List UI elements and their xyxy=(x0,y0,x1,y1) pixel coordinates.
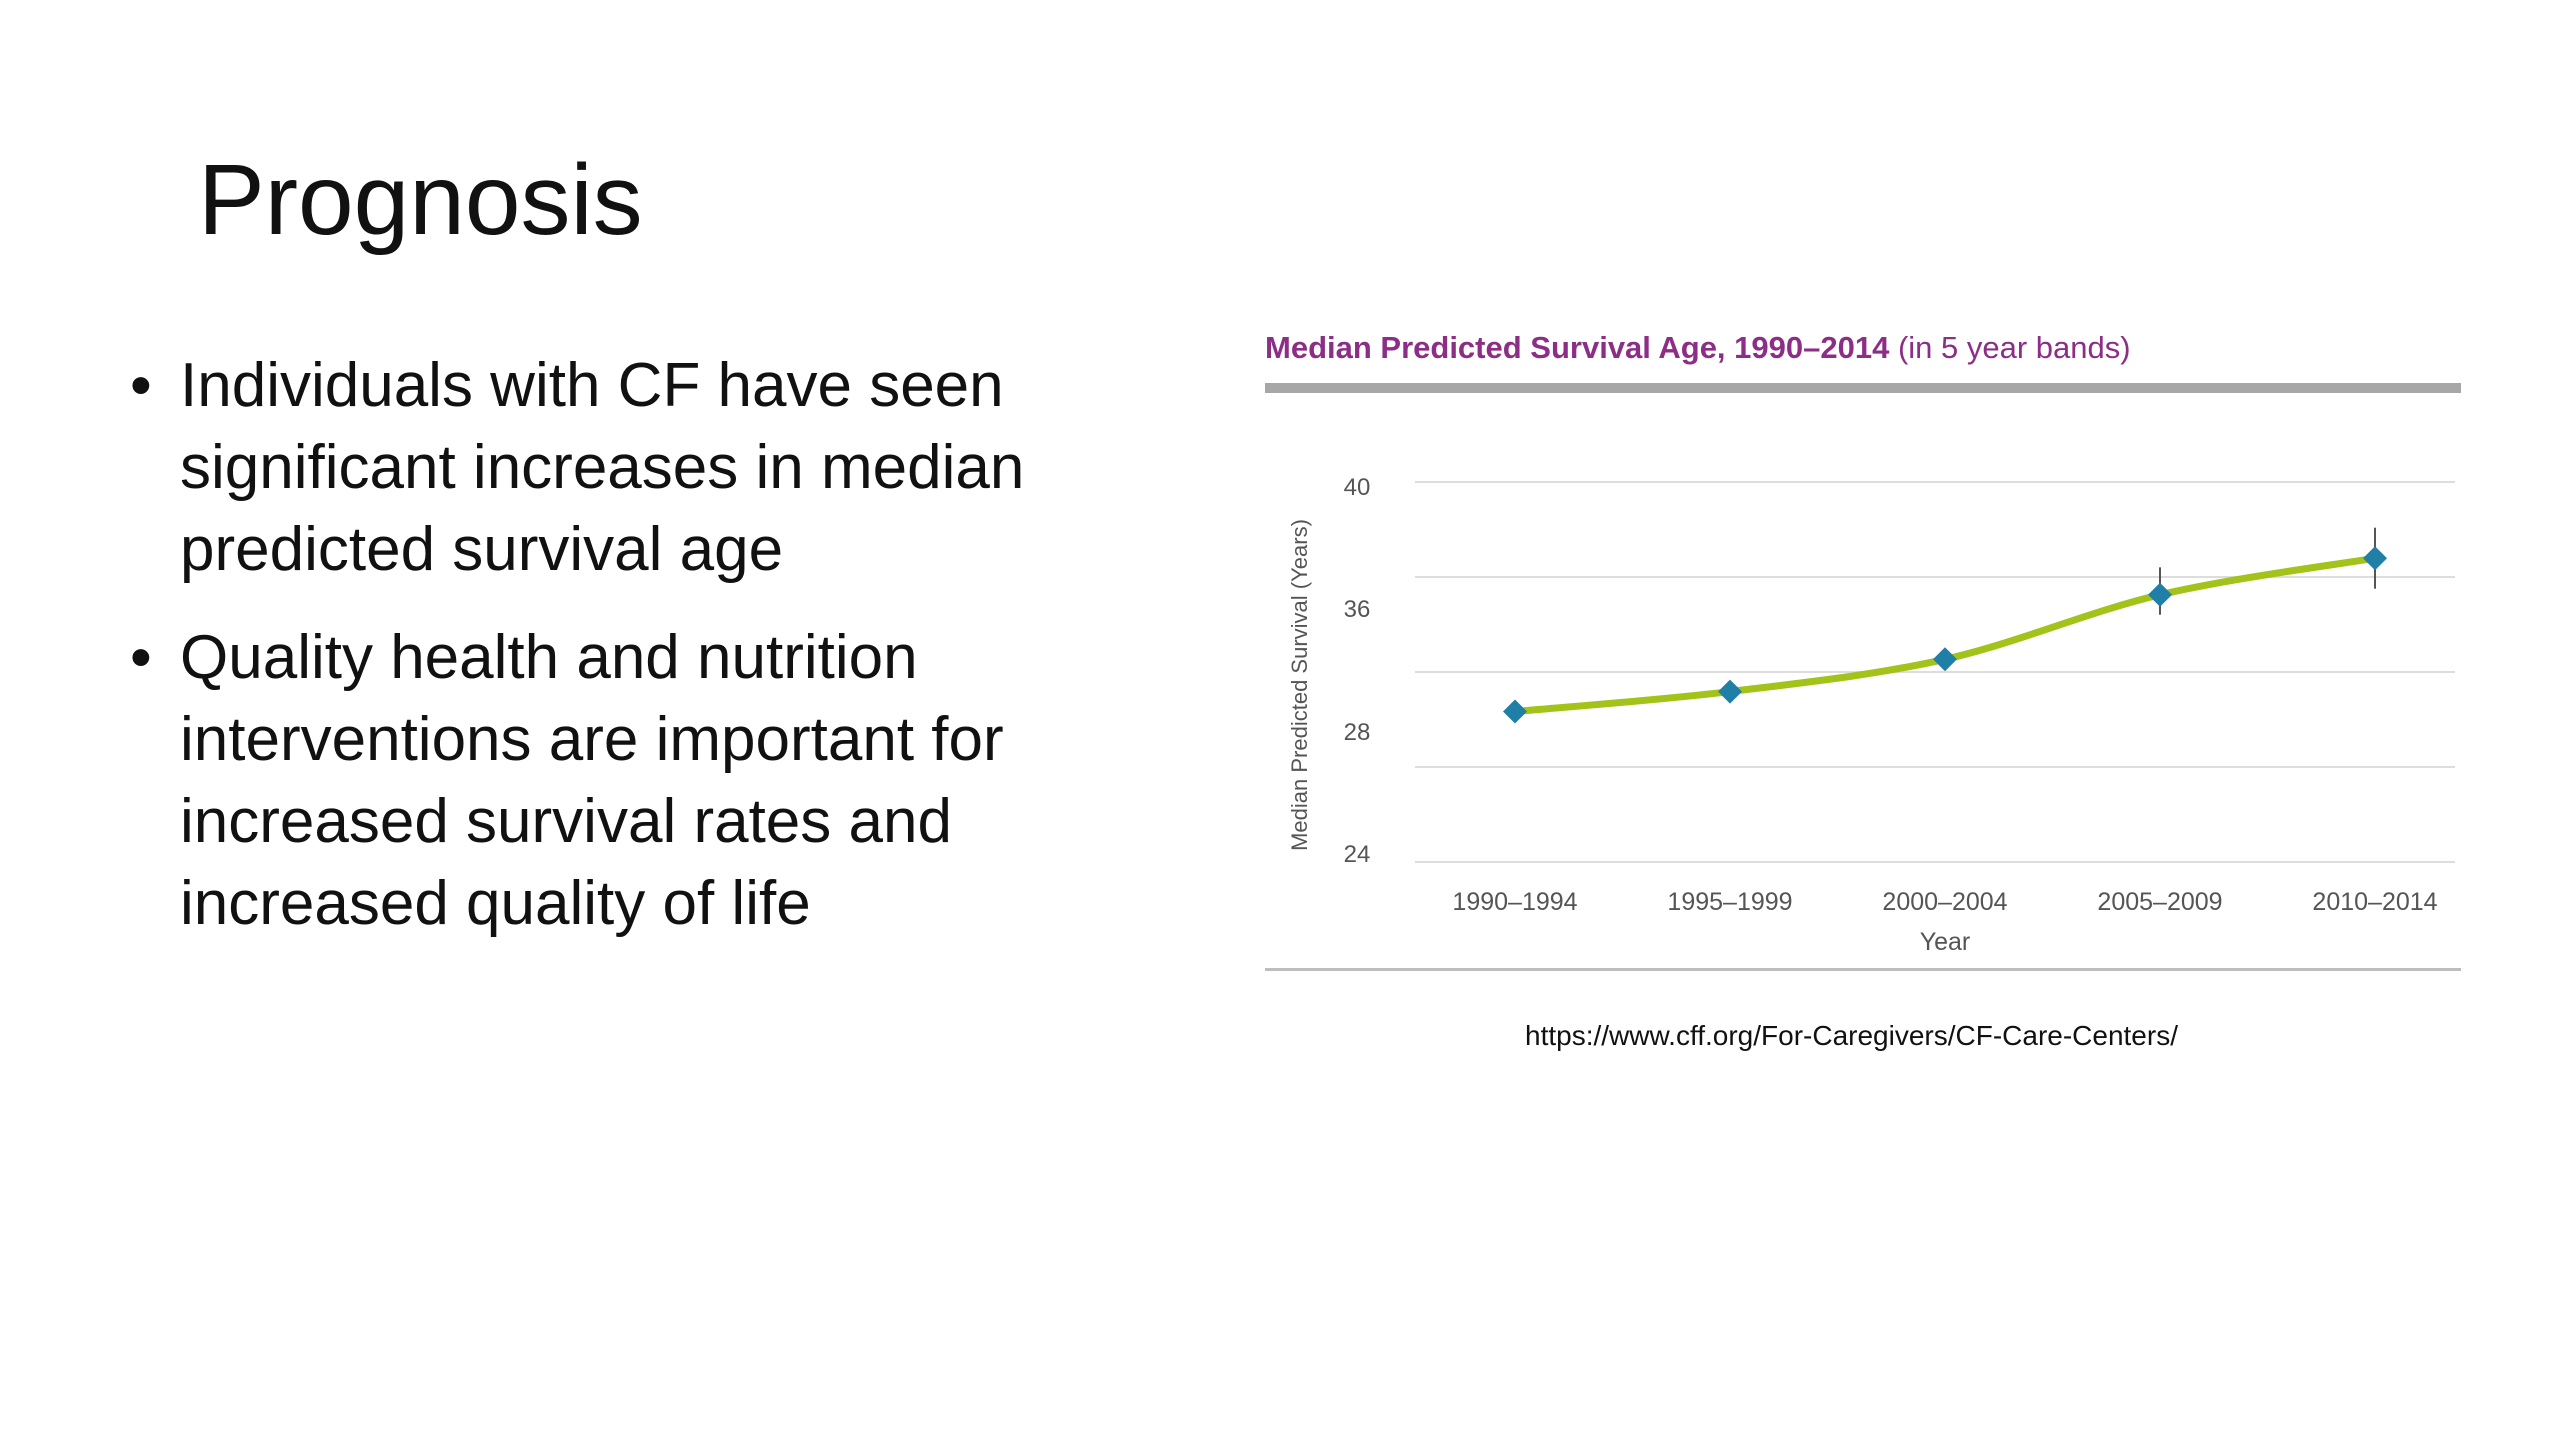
bullet-text: Individuals with CF have seen significan… xyxy=(180,351,1025,584)
trend-line xyxy=(1511,554,2379,716)
data-point xyxy=(2148,582,2172,607)
x-tick-label: 2010–2014 xyxy=(2312,888,2437,916)
x-tick-label: 1990–1994 xyxy=(1452,888,1577,916)
y-tick-label: 24 xyxy=(1344,841,1371,868)
x-axis-label: Year xyxy=(1920,928,1971,956)
chart-title: Median Predicted Survival Age, 1990–2014… xyxy=(1265,330,2131,366)
chart-title-rule xyxy=(1265,383,2461,393)
slide-title: Prognosis xyxy=(198,144,643,256)
bullet-dot-icon: • xyxy=(130,351,152,420)
y-tick-label: 36 xyxy=(1344,596,1371,623)
source-link[interactable]: https://www.cff.org/For-Caregivers/CF-Ca… xyxy=(1525,1020,2178,1051)
chart-bottom-rule xyxy=(1265,968,2461,971)
chart-title-main: Median Predicted Survival Age, 1990–2014 xyxy=(1265,330,1890,365)
y-tick-label: 40 xyxy=(1344,474,1371,501)
y-tick-label: 28 xyxy=(1344,719,1371,746)
chart: Median Predicted Survival Age, 1990–2014… xyxy=(1265,320,2465,980)
data-point xyxy=(1718,679,1742,704)
chart-title-sub: (in 5 year bands) xyxy=(1897,330,2131,365)
data-point xyxy=(2363,546,2387,571)
chart-plot: 40 36 28 24 Median Predicted Survival (Years… xyxy=(1287,474,2455,956)
bullet-dot-icon: • xyxy=(130,623,152,692)
y-axis-label: Median Predicted Survival (Years) xyxy=(1287,519,1312,851)
data-point xyxy=(1933,647,1957,672)
bullet-list: • Individuals with CF have seen signific… xyxy=(130,345,1190,971)
bullet-item: • Individuals with CF have seen signific… xyxy=(130,345,1190,591)
x-tick-label: 1995–1999 xyxy=(1667,888,1792,916)
bullet-item: • Quality health and nutrition intervent… xyxy=(130,617,1190,945)
x-tick-label: 2005–2009 xyxy=(2097,888,2222,916)
data-point xyxy=(1503,699,1527,724)
x-tick-label: 2000–2004 xyxy=(1882,888,2007,916)
bullet-text: Quality health and nutrition interventio… xyxy=(180,623,1004,938)
